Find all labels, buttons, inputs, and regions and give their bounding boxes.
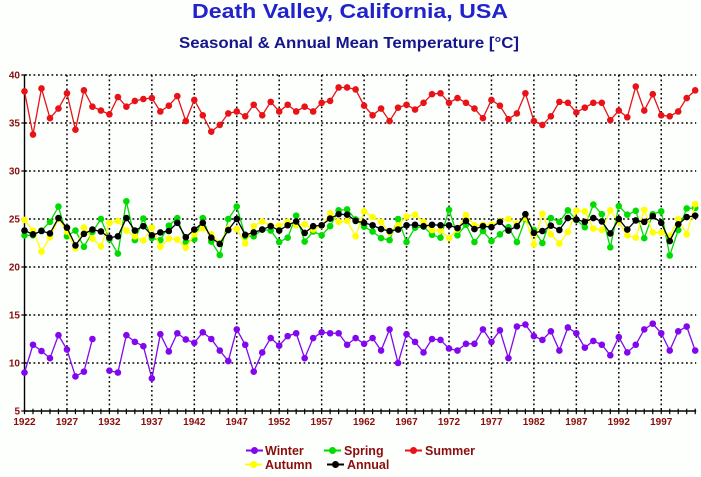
svg-text:1972: 1972 xyxy=(438,417,461,428)
svg-text:Summer: Summer xyxy=(425,444,475,458)
svg-text:35: 35 xyxy=(9,119,21,130)
svg-text:5: 5 xyxy=(14,407,20,418)
svg-text:Seasonal & Annual Mean Tempera: Seasonal & Annual Mean Temperature [°C] xyxy=(179,35,519,52)
svg-text:1947: 1947 xyxy=(226,417,249,428)
svg-text:1937: 1937 xyxy=(141,417,164,428)
svg-text:40: 40 xyxy=(9,71,21,82)
svg-text:Annual: Annual xyxy=(347,458,389,472)
svg-text:15: 15 xyxy=(9,311,21,322)
svg-text:1942: 1942 xyxy=(183,417,206,428)
svg-text:1977: 1977 xyxy=(480,417,503,428)
svg-text:1982: 1982 xyxy=(523,417,546,428)
svg-text:30: 30 xyxy=(9,167,21,178)
svg-text:10: 10 xyxy=(9,359,21,370)
svg-text:Winter: Winter xyxy=(265,444,304,458)
svg-text:1952: 1952 xyxy=(268,417,291,428)
svg-text:Autumn: Autumn xyxy=(265,458,312,472)
svg-text:25: 25 xyxy=(9,215,21,226)
svg-text:1922: 1922 xyxy=(13,417,36,428)
svg-text:1957: 1957 xyxy=(311,417,334,428)
svg-text:1932: 1932 xyxy=(98,417,121,428)
svg-text:1962: 1962 xyxy=(353,417,376,428)
svg-text:1927: 1927 xyxy=(56,417,79,428)
svg-text:Spring: Spring xyxy=(344,444,384,458)
svg-text:1992: 1992 xyxy=(608,417,631,428)
svg-text:20: 20 xyxy=(9,263,21,274)
svg-text:1987: 1987 xyxy=(565,417,588,428)
svg-text:1997: 1997 xyxy=(650,417,673,428)
svg-text:1967: 1967 xyxy=(395,417,418,428)
svg-text:Death Valley, California, USA: Death Valley, California, USA xyxy=(192,1,508,23)
